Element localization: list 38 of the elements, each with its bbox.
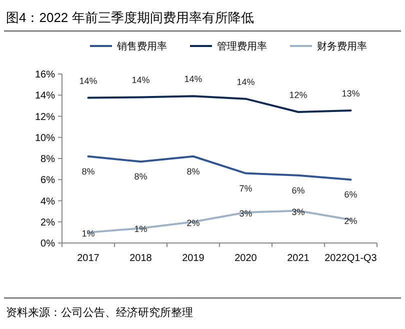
data-label: 14% [236,76,255,87]
y-tick-label: 10% [34,132,56,144]
x-tick-label: 2019 [182,253,205,264]
data-label: 1% [134,224,148,234]
data-label: 14% [132,75,150,86]
data-label: 14% [79,76,98,86]
data-label: 8% [134,172,148,182]
data-label: 8% [186,166,200,176]
data-label: 2% [186,218,200,228]
chart-title: 图4：2022 年前三季度期间费用率有所降低 [6,10,254,25]
y-tick-label: 8% [40,154,56,165]
y-tick-label: 14% [34,90,56,102]
data-label: 13% [342,88,360,98]
x-tick-label: 2022Q1-Q3 [324,253,378,264]
y-tick-label: 4% [40,196,56,208]
data-label: 14% [184,74,202,84]
y-tick-label: 12% [34,112,56,123]
data-label: 2% [344,216,358,226]
data-label: 12% [289,90,308,100]
data-label: 1% [82,228,95,238]
x-tick-label: 2020 [234,253,258,264]
y-tick-label: 0% [40,238,56,250]
data-label: 6% [344,190,358,200]
y-tick-label: 2% [40,217,56,228]
data-label: 3% [239,208,252,218]
data-label: 6% [292,185,305,196]
data-label: 7% [239,183,252,194]
data-label: 3% [292,206,305,217]
legend-label: 销售费用率 [116,40,167,52]
data-label: 8% [82,166,95,176]
legend-label: 财务费用率 [317,40,367,52]
y-tick-label: 6% [40,175,56,186]
text: 资料来源：公司公告、经济研究所整理 [6,306,193,319]
x-tick-label: 2017 [77,253,100,264]
x-tick-label: 2018 [130,253,152,264]
x-tick-label: 2021 [287,253,310,264]
legend-label: 管理费用率 [217,40,267,52]
y-tick-label: 16% [34,70,56,80]
